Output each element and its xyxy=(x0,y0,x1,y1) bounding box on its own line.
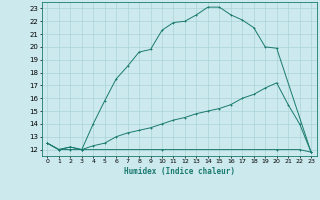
X-axis label: Humidex (Indice chaleur): Humidex (Indice chaleur) xyxy=(124,167,235,176)
